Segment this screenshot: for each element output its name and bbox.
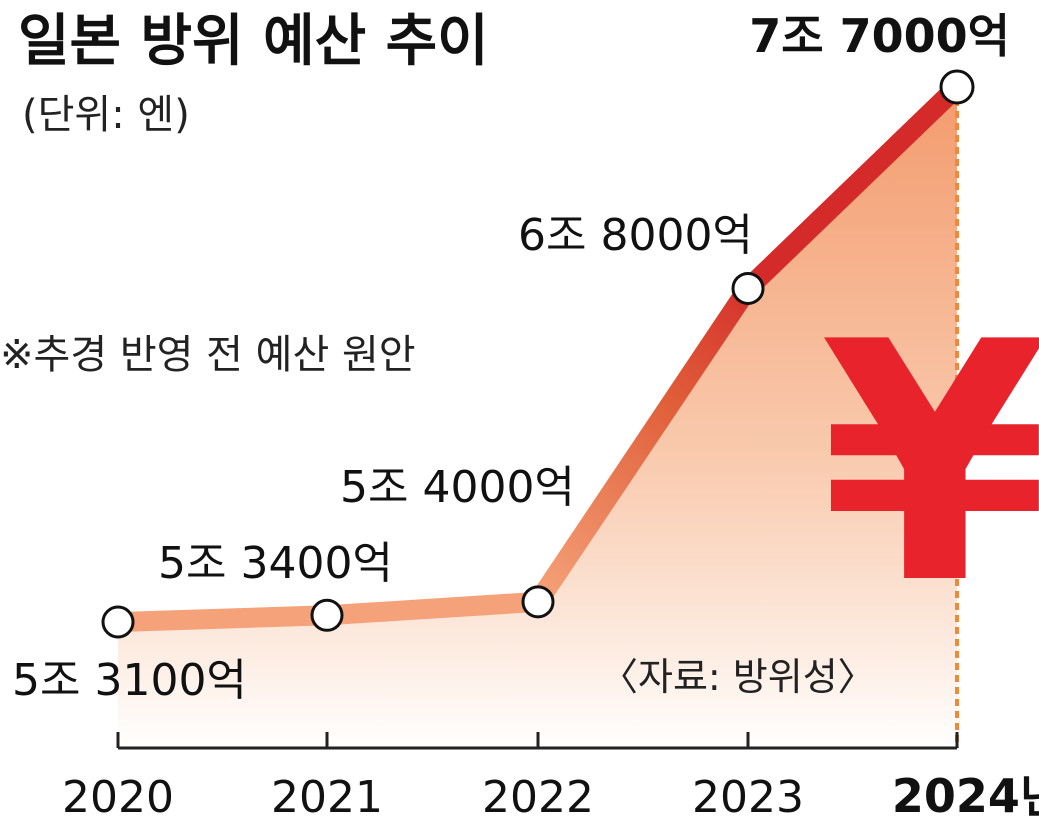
data-point: [521, 585, 555, 619]
data-label: 5조 4000억: [340, 462, 575, 513]
area-fill: [118, 87, 957, 748]
x-tick-labels: 2020 2021 2022 2023 2024년: [62, 769, 1039, 818]
footnote: ※추경 반영 전 예산 원안: [0, 332, 416, 378]
x-tick-label: 2022: [482, 772, 594, 818]
data-label: 7조 7000억: [749, 9, 1010, 63]
data-points: [101, 69, 975, 639]
data-label: 5조 3100억: [12, 655, 247, 706]
yen-icon: ¥: [820, 272, 1039, 656]
page-title: 일본 방위 예산 추이: [18, 9, 489, 74]
x-tick-label: 2023: [692, 772, 804, 818]
data-point: [310, 598, 344, 632]
data-point: [939, 69, 975, 105]
data-labels: 5조 3100억 5조 3400억 5조 4000억 6조 8000억 7조 7000억: [12, 9, 1010, 706]
data-point: [731, 271, 765, 305]
data-label: 6조 8000억: [518, 210, 753, 261]
unit-label: (단위: 엔): [22, 92, 190, 138]
x-axis: [116, 732, 959, 750]
x-tick-label: 2024년: [892, 769, 1039, 818]
source-label: 〈자료: 방위성〉: [600, 655, 876, 699]
data-label: 5조 3400억: [158, 538, 393, 589]
x-tick-label: 2020: [62, 772, 174, 818]
data-point: [101, 605, 135, 639]
x-tick-label: 2021: [271, 772, 383, 818]
